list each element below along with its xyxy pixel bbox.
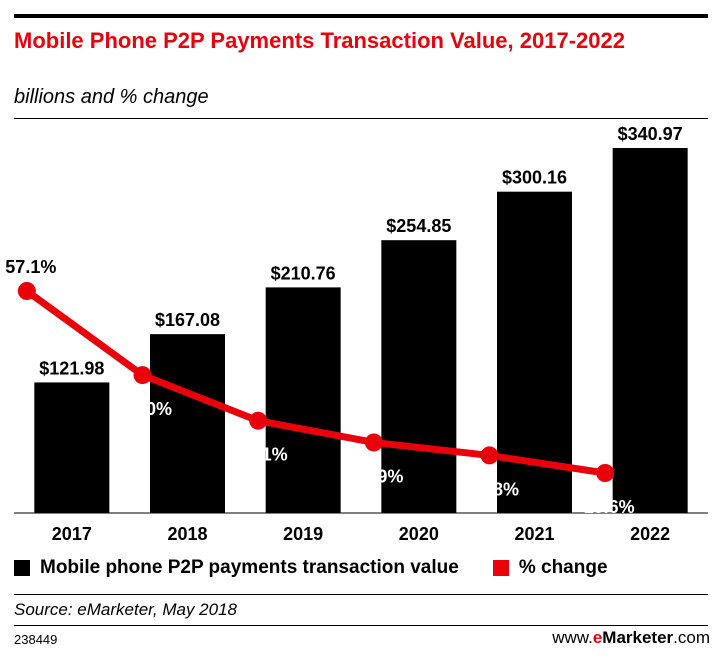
chart-legend: Mobile phone P2P payments transaction va… [14, 555, 608, 581]
change-label-2019: 26.1% [237, 445, 288, 465]
brand-e: e [592, 628, 603, 647]
chart-title: Mobile Phone P2P Payments Transaction Va… [14, 28, 625, 53]
legend-item-change: % change [492, 557, 608, 579]
category-label-2019: 2019 [283, 524, 323, 544]
header-divider [14, 118, 708, 119]
category-label-2018: 2018 [167, 524, 207, 544]
change-label-2021: 17.8% [468, 479, 519, 499]
brand-marketer: Marketer [602, 628, 674, 647]
bar-value-label-2017: $121.98 [39, 358, 104, 378]
footer-divider [14, 625, 708, 626]
change-point-2022 [596, 464, 615, 482]
brand-suffix: .com [673, 628, 710, 647]
chart-subtitle: billions and % change [14, 86, 209, 108]
brand-prefix: www. [552, 628, 593, 647]
chart-id: 238449 [14, 632, 58, 647]
legend-item-value: Mobile phone P2P payments transaction va… [14, 557, 459, 579]
change-label-2017: 57.1% [5, 257, 56, 277]
bar-value-label-2020: $254.85 [386, 216, 451, 236]
change-label-2020: 20.9% [352, 466, 403, 486]
change-point-2020 [364, 433, 383, 452]
bar-value-label-2018: $167.08 [155, 310, 220, 330]
bar-2018 [150, 334, 225, 513]
source-note: Source: eMarketer, May 2018 [14, 600, 238, 619]
bar-value-label-2019: $210.76 [271, 263, 336, 283]
change-line [23, 287, 609, 477]
top-bar [14, 14, 708, 18]
legend-swatch-value [14, 560, 30, 576]
category-label-2020: 2020 [399, 524, 439, 544]
change-label-2018: 37.0% [121, 399, 172, 419]
bar-value-label-2021: $300.16 [502, 168, 567, 188]
change-point-2017 [17, 282, 36, 300]
bar-2020 [381, 240, 457, 514]
bar-value-label-2022: $340.97 [618, 124, 683, 144]
category-label-2017: 2017 [52, 524, 92, 544]
bar-2019 [265, 287, 341, 513]
change-label-2022: 13.6% [584, 497, 635, 517]
legend-swatch-change [492, 560, 509, 576]
change-point-2021 [480, 446, 499, 465]
bar-2017 [34, 382, 110, 513]
bar-2022 [612, 148, 688, 513]
change-point-2018 [133, 366, 152, 385]
category-label-2022: 2022 [630, 524, 670, 544]
brand-logo: www.eMarketer.com [552, 628, 710, 648]
source-divider [14, 594, 708, 595]
legend-label-change: % change [518, 557, 608, 578]
category-label-2021: 2021 [514, 524, 554, 544]
change-point-2019 [249, 411, 268, 430]
chart-plot: $121.98 2017 $167.08 2018 $210.76 2019 $254.85… [5, 124, 708, 544]
legend-label-value: Mobile phone P2P payments transaction va… [40, 557, 459, 578]
